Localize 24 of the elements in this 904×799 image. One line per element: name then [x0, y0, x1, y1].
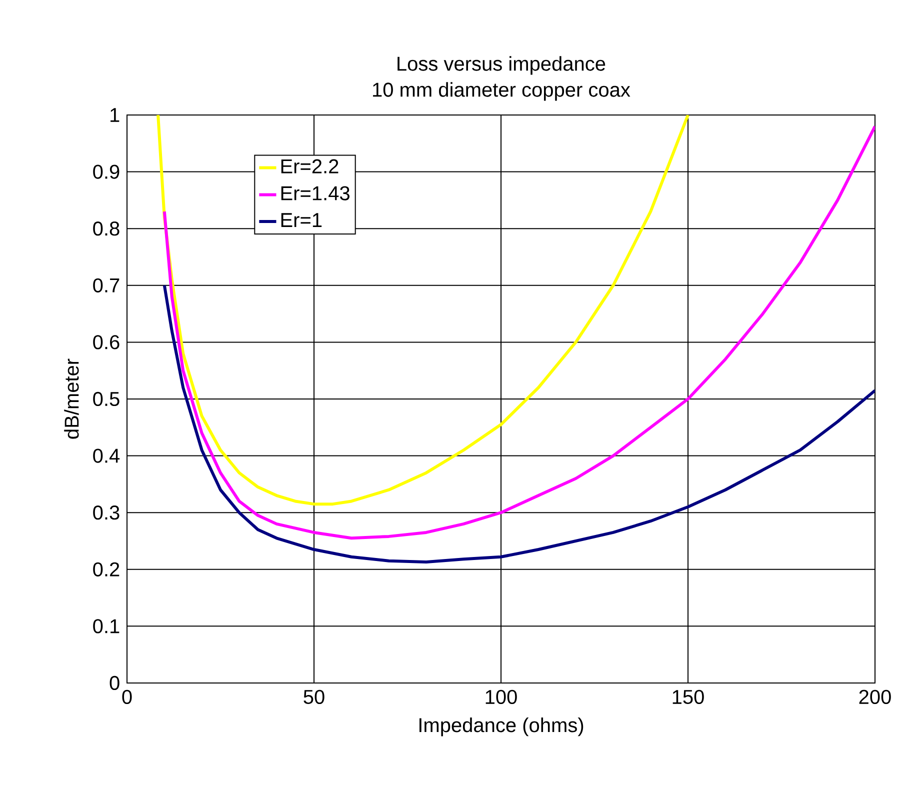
y-tick-label: 0.9 — [93, 164, 120, 179]
x-tick-label: 50 — [304, 690, 324, 704]
y-tick-label: 0.1 — [93, 619, 120, 634]
x-tick-label: 200 — [859, 690, 891, 704]
y-tick-label: 0.2 — [93, 562, 120, 576]
y-tick-label: 0 — [110, 676, 120, 690]
y-tick-label: 1 — [110, 108, 120, 122]
y-tick-label: 0.5 — [93, 392, 120, 406]
x-tick-label: 100 — [486, 690, 517, 704]
x-tick-label: 150 — [672, 690, 704, 704]
y-axis-title: dB/meter — [64, 358, 79, 439]
y-tick-label: 0.6 — [93, 335, 120, 350]
chart-title: Loss versus impedance 10 mm diameter copper coax — [373, 56, 630, 101]
x-tick-label: 0 — [122, 690, 132, 704]
y-tick-label: 0.8 — [93, 222, 120, 236]
line-series — [156, 114, 690, 506]
y-tick-label: 0.3 — [93, 506, 120, 520]
line-series — [162, 124, 876, 540]
y-tick-label: 0.4 — [93, 448, 120, 463]
y-tick-label: 0.7 — [93, 278, 120, 292]
x-axis-title: Impedance (ohms) — [419, 718, 584, 736]
legend-label: Er=1.43 — [281, 186, 350, 200]
legend-label: Er=2.2 — [281, 159, 338, 174]
legend-label: Er=1 — [281, 213, 322, 227]
